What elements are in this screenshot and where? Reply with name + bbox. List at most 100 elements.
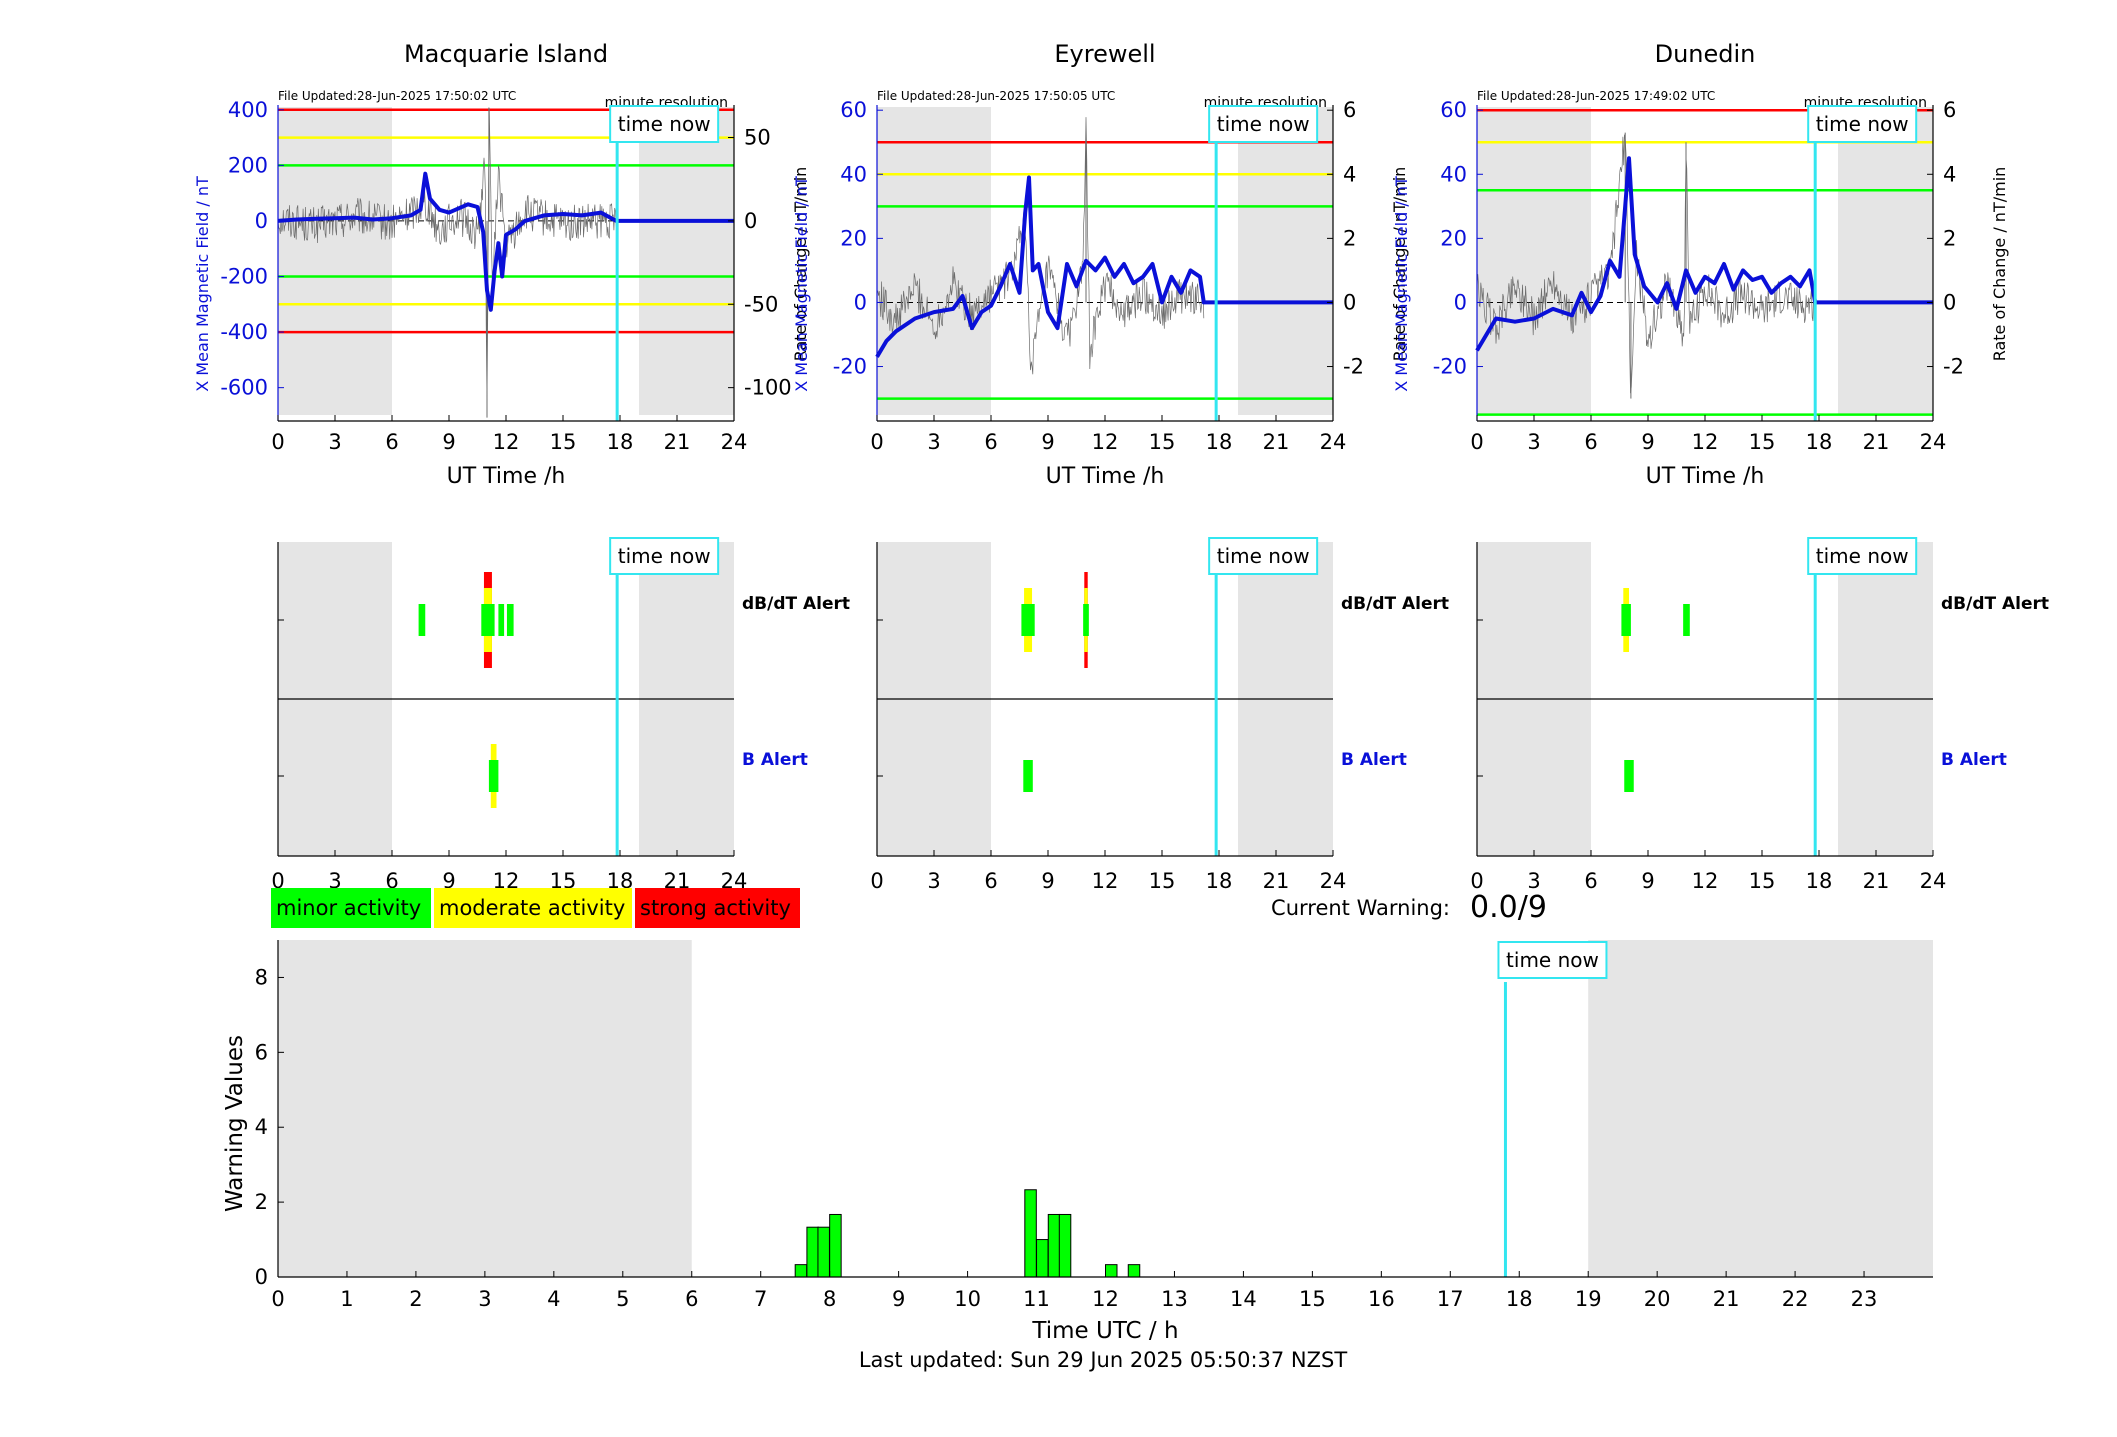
panels: 0 3 6 9 12 15 18 21 24-600-400-2000200400-100-50… (193, 40, 2049, 1344)
y-right-tick-label: -100 (744, 376, 792, 400)
x-tick-label: 9 (1041, 869, 1054, 893)
y-tick-label: 8 (255, 965, 268, 989)
y-tick-label: -20 (1433, 355, 1467, 379)
x-tick-label: 20 (1644, 1287, 1671, 1311)
x-tick-label: 6 (1584, 430, 1597, 454)
dbdt-alert-green (481, 604, 495, 636)
x-tick-label: 3 (927, 430, 940, 454)
y-right-tick-label: 0 (744, 209, 757, 233)
x-tick-label: 18 (1206, 430, 1233, 454)
b-alert-label: B Alert (742, 750, 808, 770)
magnetometer-panel-1: 0 3 6 9 12 15 18 21 24 -600 -400 -200 0 200 400 -100 -50… (193, 40, 810, 489)
b-alert-green (488, 760, 499, 792)
y-right-tick-label: -2 (1343, 355, 1364, 379)
x-field-line (1475, 156, 1933, 352)
y-tick-label: 0 (854, 290, 867, 314)
warning-bar (1105, 1264, 1118, 1278)
time-now-mid-box (609, 537, 720, 575)
y-axis-right-label: Rate of Change / nT/min (791, 167, 810, 362)
legend-label: strong activity (640, 896, 791, 920)
y-axis-label: X Mean Magnetic Field / nT (193, 176, 212, 392)
x-tick-label: 3 (328, 869, 341, 893)
y-tick-label: 20 (840, 226, 867, 250)
y-axis-label: Warning Values (222, 1035, 248, 1212)
x-tick-label: 5 (616, 1287, 629, 1311)
night-shade-0 (1477, 107, 1591, 415)
warning-bar (829, 1213, 842, 1278)
y-tick-label: 4 (255, 1115, 268, 1139)
x-tick-label: 15 (1749, 430, 1776, 454)
x-tick-label: 7 (754, 1287, 767, 1311)
y-axis-right-label: Rate of Change / nT/min (1390, 167, 1409, 362)
time-now-bottom-box (1497, 941, 1608, 979)
x-tick-label: 6 (385, 869, 398, 893)
x-tick-label: 12 (493, 430, 520, 454)
x-tick-label: 24 (1320, 869, 1347, 893)
x-tick-label: 1 (340, 1287, 353, 1311)
dbdt-alert-green (1683, 604, 1690, 636)
dbdt-alert-green (1021, 604, 1035, 636)
x-tick-label: 0 (1470, 430, 1483, 454)
time-now-mid-label: time now (1816, 544, 1909, 568)
x-tick-label: 15 (1149, 430, 1176, 454)
b-alert-label: B Alert (1341, 750, 1407, 770)
night-shade-1 (1838, 107, 1933, 415)
x-axis-label: UT Time /h (1646, 464, 1765, 489)
x-tick-label: 12 (1692, 869, 1719, 893)
x-tick-label: 13 (1161, 1287, 1188, 1311)
warning-bar (1036, 1239, 1049, 1278)
x-tick-label: 9 (442, 869, 455, 893)
x-tick-label: 18 (607, 430, 634, 454)
y-axis-right-label: Rate of Change / nT/min (1990, 167, 2009, 362)
magnetometer-panel-2: 0 3 6 9 12 15 18 21 24-200204060-20246EyrewellFi… (792, 40, 1409, 489)
time-now-mid-label: time now (1217, 544, 1310, 568)
x-tick-label: 12 (1692, 430, 1719, 454)
x-tick-label: 9 (1641, 869, 1654, 893)
y-axis-label: X Mean Magnetic Field / nT (1392, 176, 1411, 392)
y-tick-label: 400 (228, 98, 268, 122)
x-tick-label: 21 (1263, 430, 1290, 454)
warning-bar (794, 1264, 808, 1278)
x-tick-label: 4 (547, 1287, 560, 1311)
file-updated: File Updated:28-Jun-2025 17:49:02 UTC (1477, 89, 1715, 103)
x-tick-label: 15 (1149, 869, 1176, 893)
y-tick-label: 20 (1440, 226, 1467, 250)
x-tick-label: 9 (892, 1287, 905, 1311)
y-right-tick-label: 2 (1943, 226, 1956, 250)
station-title: Macquarie Island (404, 40, 608, 68)
legend-label: moderate activity (439, 896, 625, 920)
x-tick-label: 9 (1641, 430, 1654, 454)
activity-legend: minor activity moderate activity strong ac… (271, 888, 800, 928)
x-tick-label: 23 (1851, 1287, 1878, 1311)
y-right-tick-label: 2 (1343, 226, 1356, 250)
x-tick-label: 17 (1437, 1287, 1464, 1311)
y-tick-label: 0 (255, 209, 268, 233)
night-shade-1 (1588, 940, 1933, 1277)
dbdt-alert-label: dB/dT Alert (1341, 594, 1449, 614)
x-tick-label: 22 (1782, 1287, 1809, 1311)
x-tick-label: 6 (984, 869, 997, 893)
x-tick-label: 6 (984, 430, 997, 454)
rate-of-change-line (876, 117, 1205, 375)
station-title: Eyrewell (1054, 40, 1155, 68)
y-right-tick-label: -2 (1943, 355, 1964, 379)
night-shade-0 (278, 107, 392, 415)
x-tick-label: 0 (870, 430, 883, 454)
legend-swatch (635, 888, 800, 928)
x-tick-label: 24 (721, 430, 748, 454)
warning-bar (1047, 1213, 1061, 1278)
rate-of-change-line (1476, 134, 1816, 394)
x-tick-label: 19 (1575, 1287, 1602, 1311)
x-tick-label: 9 (1041, 430, 1054, 454)
b-alert-label: B Alert (1941, 750, 2007, 770)
dbdt-alert-green (506, 604, 514, 636)
night-shade-0 (877, 107, 991, 415)
warning-bar (1024, 1189, 1037, 1278)
current-warning-label: Current Warning: (1271, 896, 1450, 920)
dbdt-alert-green (1083, 604, 1089, 636)
time-now-top-box (1807, 105, 1918, 143)
x-tick-label: 0 (1470, 869, 1483, 893)
time-now-mid-box (1208, 537, 1319, 575)
x-tick-label: 3 (1527, 430, 1540, 454)
